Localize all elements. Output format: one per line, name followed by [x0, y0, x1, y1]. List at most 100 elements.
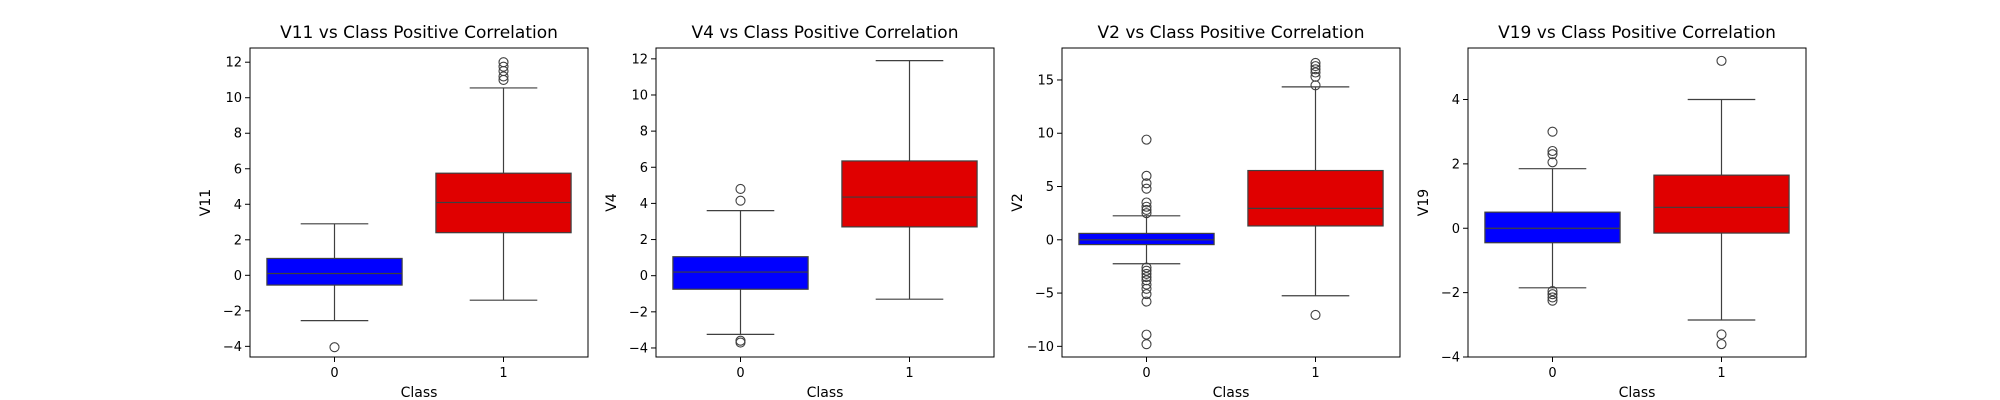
outlier-point	[1547, 285, 1558, 297]
y-tick-label: 2	[1452, 157, 1460, 172]
y-axis-label: V2	[1010, 193, 1026, 211]
x-tick-label: 0	[1142, 366, 1150, 381]
outlier-point	[498, 61, 509, 72]
outlier-point	[1141, 134, 1152, 145]
outlier-point	[1547, 295, 1558, 306]
outlier-point	[1716, 339, 1727, 350]
y-tick-label: 5	[1046, 180, 1054, 195]
outlier-point	[1141, 170, 1152, 181]
x-tick-label: 0	[736, 366, 744, 381]
x-tick-label: 1	[1717, 366, 1725, 381]
outlier-point	[1141, 289, 1152, 300]
y-tick-label: 0	[234, 269, 242, 284]
outlier-point	[1141, 178, 1152, 189]
y-tick-label: −2	[1441, 286, 1460, 301]
outlier-point	[1310, 64, 1321, 75]
iqr-box	[1078, 232, 1215, 246]
outlier-point	[735, 195, 746, 206]
box-class-1	[1247, 57, 1384, 320]
x-axis-label: Class	[1213, 385, 1250, 400]
box-class-1	[1653, 55, 1790, 350]
outlier-point	[1547, 126, 1558, 137]
x-tick-label: 1	[499, 366, 507, 381]
x-tick-label: 0	[1548, 366, 1556, 381]
outlier-point	[1547, 292, 1558, 303]
y-axis-label: V4	[604, 193, 620, 212]
y-tick-label: 12	[225, 56, 242, 71]
outlier-point	[1141, 265, 1152, 276]
y-tick-label: 0	[640, 269, 648, 284]
iqr-box	[266, 257, 403, 286]
iqr-box	[1653, 174, 1790, 234]
outlier-point	[1547, 149, 1558, 160]
y-tick-label: 8	[640, 125, 648, 140]
box-class-0	[672, 183, 809, 348]
outlier-point	[1141, 296, 1152, 307]
outlier-point	[1141, 197, 1152, 208]
y-tick-label: −2	[223, 304, 242, 319]
y-tick-label: 6	[640, 161, 648, 176]
subplot-v4: V4 vs Class Positive Correlation −4 −2 0 2 4 6…	[604, 23, 995, 400]
iqr-box	[841, 160, 978, 228]
subplot-v19: V19 vs Class Positive Correlation −4 −2 0 2 4…	[1416, 23, 1807, 400]
outlier-point	[1141, 283, 1152, 294]
x-tick-label: 0	[330, 366, 338, 381]
axes-frame	[1061, 47, 1401, 358]
box-class-0	[1484, 126, 1621, 306]
y-tick-label: 15	[1037, 73, 1054, 88]
outlier-point	[1716, 55, 1727, 66]
outlier-point	[1310, 67, 1321, 78]
outlier-point	[1141, 272, 1152, 283]
outlier-point	[1547, 145, 1558, 157]
x-axis-label: Class	[401, 385, 438, 400]
iqr-box	[1484, 211, 1621, 244]
y-tick-label: 4	[640, 197, 648, 212]
chart-title: V19 vs Class Positive Correlation	[1498, 23, 1776, 43]
outlier-point	[1141, 262, 1152, 273]
outlier-point	[1141, 208, 1152, 219]
y-tick-label: 10	[225, 91, 242, 106]
chart-title: V11 vs Class Positive Correlation	[280, 23, 558, 43]
chart-title: V4 vs Class Positive Correlation	[692, 23, 959, 43]
outlier-point	[1310, 71, 1321, 82]
outlier-point	[1141, 329, 1152, 340]
axes-frame	[249, 47, 589, 358]
y-tick-label: 10	[631, 88, 648, 103]
y-tick-label: −4	[223, 340, 242, 355]
x-axis-label: Class	[807, 385, 844, 400]
y-tick-label: −4	[629, 341, 648, 356]
subplot-v2: V2 vs Class Positive Correlation −10 −5 0 5 1…	[1010, 23, 1401, 400]
outlier-point	[735, 337, 746, 348]
y-tick-label: 8	[234, 127, 242, 142]
y-tick-label: −2	[629, 305, 648, 320]
y-axis-label: V11	[198, 189, 214, 216]
box-class-1	[435, 57, 572, 301]
y-tick-label: 2	[640, 233, 648, 248]
y-tick-label: 12	[631, 52, 648, 67]
box-class-0	[1078, 134, 1215, 350]
y-tick-label: 0	[1452, 222, 1460, 237]
outlier-point	[1310, 61, 1321, 72]
outlier-point	[498, 71, 509, 82]
iqr-box	[672, 256, 809, 290]
x-axis-label: Class	[1619, 385, 1656, 400]
outlier-point	[1716, 329, 1727, 340]
outlier-point	[498, 57, 509, 68]
x-tick-label: 1	[1311, 366, 1319, 381]
iqr-box	[1247, 169, 1384, 227]
box-class-1	[841, 60, 978, 300]
outlier-point	[1141, 183, 1152, 194]
outlier-point	[1547, 157, 1558, 168]
y-tick-label: 2	[234, 233, 242, 248]
axes-frame	[1467, 47, 1807, 358]
outlier-point	[1141, 339, 1152, 350]
outlier-point	[1141, 268, 1152, 279]
y-axis-label: V19	[1416, 189, 1432, 216]
outlier-point	[329, 342, 340, 353]
outlier-point	[1141, 201, 1152, 212]
y-tick-label: 6	[234, 162, 242, 177]
y-tick-label: 4	[234, 198, 242, 213]
y-tick-label: −4	[1441, 351, 1460, 366]
y-tick-label: 10	[1037, 127, 1054, 142]
